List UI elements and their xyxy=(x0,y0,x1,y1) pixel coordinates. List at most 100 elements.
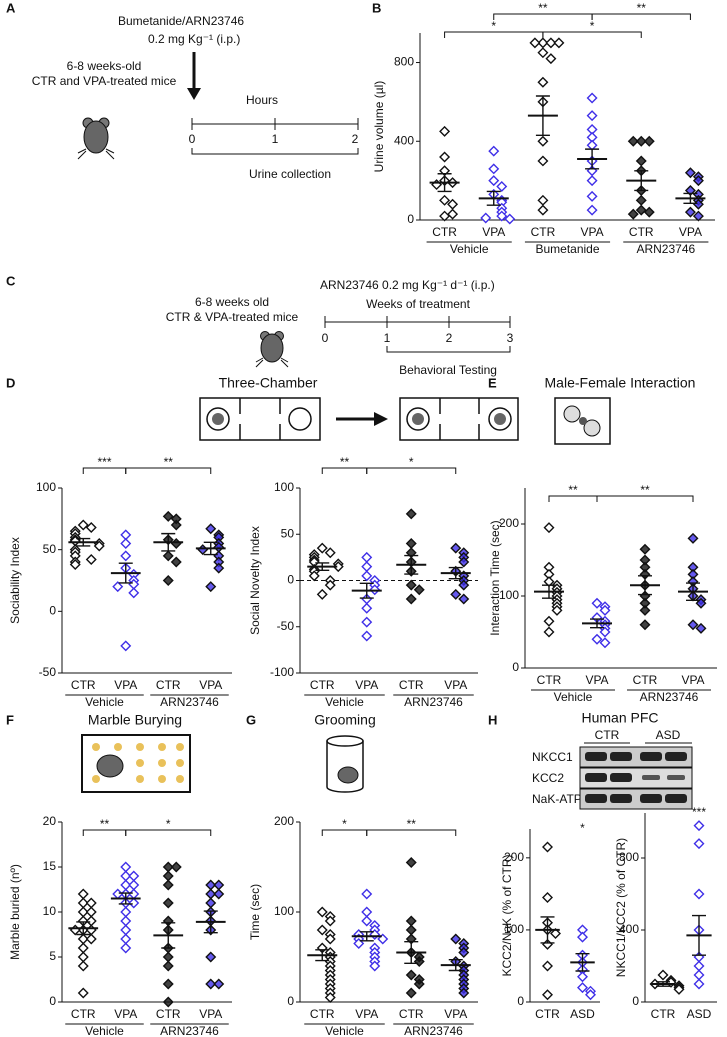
timeline-tick-label: 1 xyxy=(384,331,391,345)
data-point xyxy=(627,135,639,147)
category-label: VPA xyxy=(114,678,137,692)
group-label: Vehicle xyxy=(554,690,593,704)
data-point xyxy=(542,989,553,1001)
data-point xyxy=(553,37,565,49)
category-label: VPA xyxy=(585,673,608,687)
data-point xyxy=(488,145,500,157)
data-point xyxy=(431,179,443,191)
sem-bar xyxy=(359,582,374,599)
data-point xyxy=(162,897,174,909)
data-point xyxy=(77,951,89,963)
data-point xyxy=(170,556,182,568)
category-label: CTR xyxy=(310,1007,335,1021)
data-point xyxy=(205,581,217,593)
y-tick-label: 0 xyxy=(287,994,294,1008)
data-point xyxy=(458,556,470,568)
y-tick-label: 0 xyxy=(512,660,519,674)
y-tick-label: 100 xyxy=(274,480,294,494)
data-point xyxy=(504,213,516,225)
data-point xyxy=(128,870,140,882)
y-axis-label: Marble buried (nº) xyxy=(8,864,22,960)
data-point xyxy=(447,208,459,220)
group-label: Vehicle xyxy=(85,695,124,709)
significance-label: *** xyxy=(97,455,111,469)
category-label: CTR xyxy=(432,225,457,239)
data-point xyxy=(170,519,182,531)
data-point xyxy=(687,619,699,631)
y-tick-label: -50 xyxy=(277,619,295,633)
y-axis-label: Urine volume (µl) xyxy=(372,81,386,173)
y-tick-label: 100 xyxy=(504,922,524,936)
significance-label: ** xyxy=(640,483,650,497)
three-chamber-icon xyxy=(199,397,519,441)
y-tick-label: 0 xyxy=(632,994,639,1008)
data-point xyxy=(77,942,89,954)
sem-bar xyxy=(203,910,218,934)
category-label: CTR xyxy=(71,1007,96,1021)
panel-letter: C xyxy=(6,273,16,288)
y-tick-label: 800 xyxy=(394,55,414,69)
data-point xyxy=(693,888,705,900)
category-label: VPA xyxy=(444,1007,467,1021)
data-point xyxy=(120,861,132,873)
significance-label: ** xyxy=(164,455,174,469)
data-point xyxy=(405,924,417,936)
group-label: ARN23746 xyxy=(160,1024,219,1037)
significance-label: * xyxy=(491,19,496,33)
data-point xyxy=(324,933,336,945)
significance-label: ** xyxy=(407,817,417,831)
category-label: CTR xyxy=(71,678,96,692)
group-label: Bumetanide xyxy=(535,242,599,256)
group-label: ARN23746 xyxy=(404,1024,463,1037)
category-label: CTR xyxy=(156,1007,181,1021)
sem-bar xyxy=(161,532,176,552)
y-axis-label: Social Novelty Index xyxy=(248,526,262,635)
grooming-icon xyxy=(326,735,364,793)
category-label: CTR xyxy=(399,678,424,692)
significance-label: ** xyxy=(568,483,578,497)
data-point xyxy=(635,155,647,167)
data-point xyxy=(643,135,655,147)
data-point xyxy=(413,978,425,990)
data-point xyxy=(627,208,639,220)
category-label: VPA xyxy=(482,225,505,239)
data-point xyxy=(324,547,336,559)
data-point xyxy=(586,92,598,104)
sem-bar xyxy=(638,575,652,596)
data-point xyxy=(316,588,328,600)
period-label: Behavioral Testing xyxy=(399,363,497,377)
category-label: CTR xyxy=(633,673,658,687)
timeline-tick-label: 2 xyxy=(446,331,453,345)
data-point xyxy=(361,570,373,582)
data-point xyxy=(205,951,217,963)
timeline-tick-label: 0 xyxy=(322,331,329,345)
data-point xyxy=(162,996,174,1008)
data-point xyxy=(692,175,704,187)
category-label: CTR xyxy=(537,673,562,687)
y-tick-label: 100 xyxy=(499,588,519,602)
category-label: ASD xyxy=(570,1007,595,1021)
data-point xyxy=(439,194,451,206)
data-point xyxy=(405,987,417,999)
data-point xyxy=(545,53,557,65)
period-bracket xyxy=(386,346,511,353)
data-point xyxy=(635,135,647,147)
data-point xyxy=(577,971,588,983)
data-point xyxy=(405,508,417,520)
mice-label: CTR & VPA-treated mice xyxy=(166,310,299,324)
data-point xyxy=(120,915,132,927)
timeline-tick-label: 1 xyxy=(272,132,279,146)
data-point xyxy=(361,602,373,614)
sem-bar xyxy=(683,192,698,204)
period-bracket xyxy=(191,148,359,155)
panel-title: Male-Female Interaction xyxy=(545,375,696,391)
category-label: CTR xyxy=(535,1007,560,1021)
data-point xyxy=(496,181,508,193)
data-point xyxy=(488,175,500,187)
mouse-icon xyxy=(77,117,115,160)
data-point xyxy=(537,76,549,88)
data-point xyxy=(162,870,174,882)
significance-bracket xyxy=(366,467,457,474)
y-tick-label: 10 xyxy=(43,904,57,918)
panel-title: Human PFC xyxy=(581,710,658,726)
